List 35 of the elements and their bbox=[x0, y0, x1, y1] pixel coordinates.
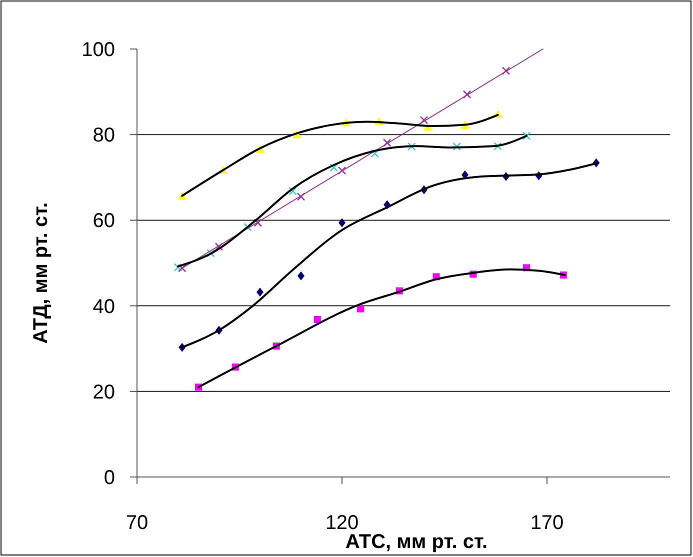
x-axis-title: АТС, мм рт. ст. bbox=[345, 531, 488, 553]
point bbox=[522, 132, 531, 140]
point bbox=[382, 138, 392, 147]
point bbox=[338, 166, 346, 175]
y-tick-label: 80 bbox=[92, 124, 115, 147]
y-axis-title: АТД, мм рт. ст. bbox=[30, 202, 52, 344]
point bbox=[420, 116, 428, 124]
point bbox=[214, 242, 224, 251]
point bbox=[408, 142, 416, 151]
point bbox=[370, 149, 379, 158]
point bbox=[462, 90, 472, 99]
point bbox=[330, 163, 338, 172]
point bbox=[502, 66, 510, 75]
point bbox=[452, 142, 461, 151]
point bbox=[494, 142, 502, 150]
point bbox=[178, 264, 186, 272]
point bbox=[296, 192, 306, 201]
point bbox=[314, 316, 321, 323]
line-series bbox=[177, 134, 528, 268]
x-tick-label: 170 bbox=[530, 512, 564, 534]
y-tick-label: 0 bbox=[104, 467, 115, 489]
x-tick-label: 70 bbox=[126, 512, 148, 534]
point bbox=[174, 263, 182, 272]
point bbox=[288, 186, 297, 196]
point bbox=[256, 288, 264, 297]
point bbox=[206, 249, 215, 258]
x-tick-label: 120 bbox=[325, 512, 359, 534]
point bbox=[338, 218, 346, 228]
y-tick-label: 20 bbox=[92, 381, 115, 404]
y-tick-label: 60 bbox=[92, 210, 115, 232]
y-tick-label: 40 bbox=[92, 296, 115, 318]
point bbox=[254, 218, 262, 227]
point bbox=[298, 271, 304, 280]
y-tick-label: 100 bbox=[82, 39, 115, 61]
point bbox=[356, 305, 364, 312]
